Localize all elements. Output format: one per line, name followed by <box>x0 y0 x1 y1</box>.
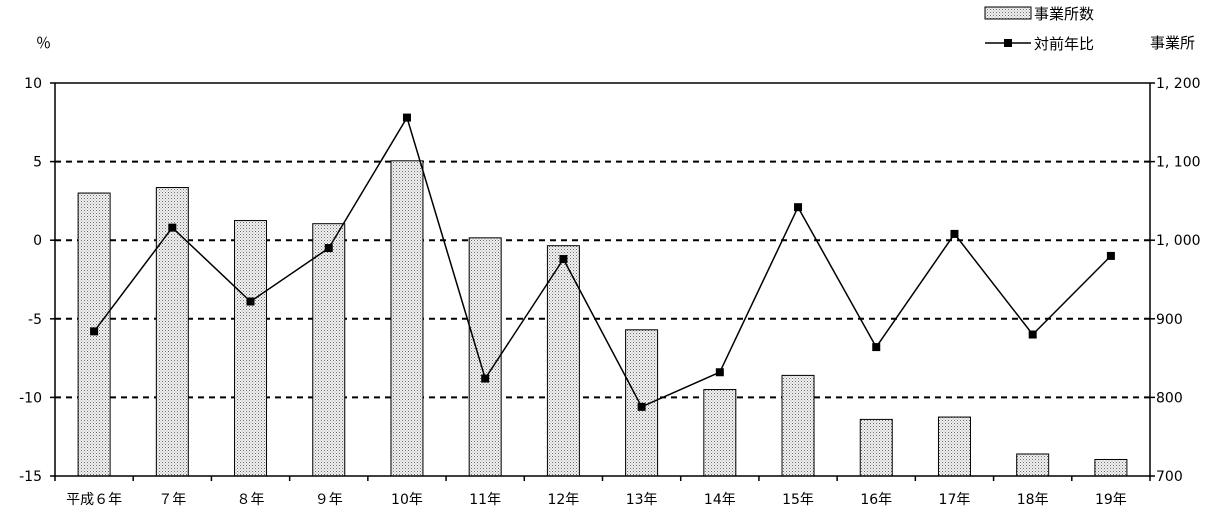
x-tick-label: 13年 <box>626 492 658 508</box>
x-tick-label: ７年 <box>158 492 186 508</box>
x-tick-label: 12年 <box>547 492 579 508</box>
bar <box>468 237 502 477</box>
legend: 事業所数 対前年比 <box>984 5 1094 53</box>
bar <box>1094 458 1128 477</box>
legend-line-marker <box>1004 39 1012 47</box>
x-tick-label: ８年 <box>237 492 265 508</box>
x-tick-label: 10年 <box>391 492 423 508</box>
bar <box>1016 453 1050 477</box>
line-point <box>324 244 333 253</box>
bar <box>234 220 268 477</box>
legend-bar-swatch <box>984 6 1032 20</box>
x-tick-label: 16年 <box>860 492 892 508</box>
line-point <box>402 113 411 122</box>
line-point <box>168 223 177 232</box>
line-series <box>90 113 1115 411</box>
bar <box>859 418 893 477</box>
grid-lines <box>55 160 1150 399</box>
right-y-tick-label: 1, 000 <box>1156 233 1201 249</box>
axes: 10 1, 200 5 1, 100 0 1, 000 -5 900 -10 800 -15 700 平… <box>19 76 1200 508</box>
line-point <box>715 368 724 377</box>
line-point <box>559 255 568 264</box>
x-tick-label: 18年 <box>1017 492 1049 508</box>
left-y-tick-label: -10 <box>19 390 42 406</box>
bar <box>781 374 815 477</box>
right-y-tick-label: 1, 200 <box>1156 76 1201 92</box>
right-axis-unit: 事業所 <box>1150 34 1195 52</box>
right-y-tick-label: 900 <box>1156 312 1183 328</box>
left-y-tick-label: 5 <box>33 155 42 171</box>
x-tick-label: ９年 <box>315 492 343 508</box>
left-y-tick-label: -5 <box>28 312 42 328</box>
left-axis-unit: ％ <box>36 34 51 52</box>
right-y-tick-label: 800 <box>1156 390 1183 406</box>
x-tick-label: 15年 <box>782 492 814 508</box>
line-point <box>794 203 803 212</box>
legend-line-label: 対前年比 <box>1034 35 1094 53</box>
line-point <box>872 343 881 352</box>
line-point <box>246 297 255 306</box>
x-tick-label: 17年 <box>939 492 971 508</box>
right-y-tick-label: 700 <box>1156 469 1183 485</box>
bar <box>312 223 346 477</box>
line-point <box>1106 251 1115 260</box>
legend-bar-label: 事業所数 <box>1034 5 1094 23</box>
x-tick-label: 平成６年 <box>66 492 122 508</box>
x-tick-label: 11年 <box>469 492 501 508</box>
bar <box>390 160 424 477</box>
line-point <box>90 327 99 336</box>
bar <box>155 187 189 477</box>
bar-series <box>77 160 1128 477</box>
line-point <box>637 402 646 411</box>
line-point <box>1028 330 1037 339</box>
x-tick-label: 19年 <box>1095 492 1127 508</box>
x-tick-label: 14年 <box>704 492 736 508</box>
bar <box>625 329 659 477</box>
left-y-tick-label: -15 <box>19 469 42 485</box>
bar <box>937 416 971 477</box>
bar <box>703 389 737 477</box>
left-y-tick-label: 0 <box>33 233 42 249</box>
line-point <box>950 229 959 238</box>
left-y-tick-label: 10 <box>24 76 42 92</box>
series-line <box>93 115 1112 408</box>
line-point <box>481 374 490 383</box>
right-y-tick-label: 1, 100 <box>1156 155 1201 171</box>
